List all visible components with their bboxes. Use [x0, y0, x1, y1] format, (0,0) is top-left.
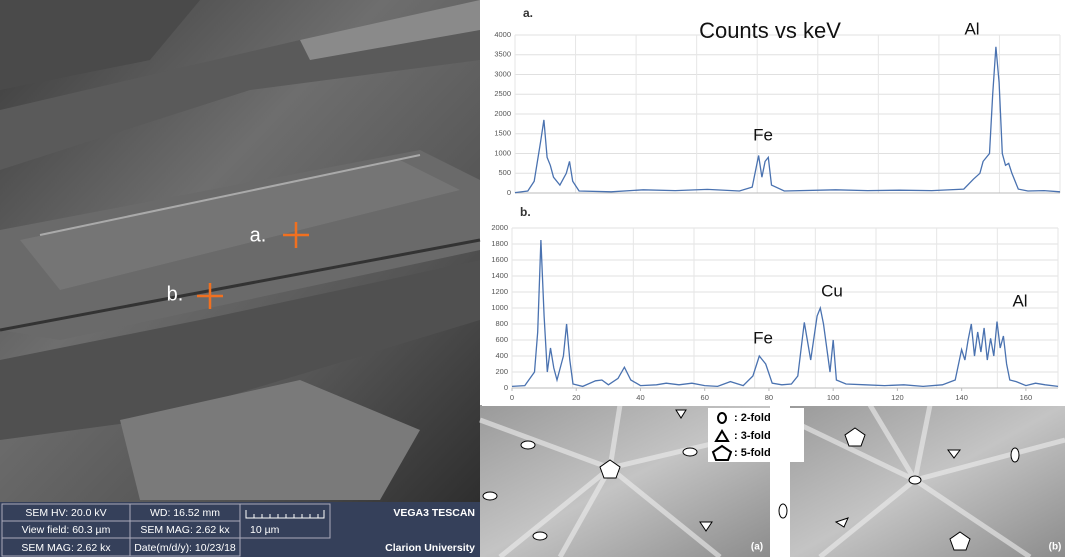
y-tick-label: 1400 [491, 271, 508, 280]
x-tick-label: 0 [510, 393, 514, 402]
sem-info: SEM HV: 20.0 kV [25, 507, 106, 519]
peak-annotation: Fe [753, 125, 773, 144]
y-tick-label: 1800 [491, 239, 508, 248]
y-tick-label: 600 [495, 335, 508, 344]
y-tick-label: 1600 [491, 255, 508, 264]
legend-entry: : 3-fold [734, 430, 771, 442]
x-tick-label: 20 [572, 393, 580, 402]
legend-entry: : 5-fold [734, 447, 771, 459]
panel-label: (b) [1049, 542, 1062, 553]
y-tick-label: 500 [498, 168, 511, 177]
y-tick-label: 2000 [491, 223, 508, 232]
x-tick-label: 80 [765, 393, 773, 402]
sem-info: Clarion University [385, 542, 475, 554]
y-tick-label: 0 [504, 383, 508, 392]
sem-info: View field: 60.3 µm [22, 524, 111, 536]
x-tick-label: 40 [636, 393, 644, 402]
y-tick-label: 3500 [494, 50, 511, 59]
y-tick-label: 2000 [494, 109, 511, 118]
y-tick-label: 800 [495, 319, 508, 328]
x-tick-label: 100 [827, 393, 840, 402]
sem-info: VEGA3 TESCAN [393, 507, 475, 519]
sem-info: Date(m/d/y): 10/23/18 [134, 542, 236, 554]
chart-background [482, 203, 1065, 406]
chart-title: Counts vs keV [699, 18, 841, 43]
y-tick-label: 4000 [494, 30, 511, 39]
peak-annotation: Cu [821, 281, 843, 300]
sem-info: SEM MAG: 2.62 kx [21, 542, 111, 554]
peak-annotation: Al [1012, 291, 1027, 310]
sem-marker-label: b. [167, 283, 184, 305]
y-tick-label: 2500 [494, 89, 511, 98]
panel-label: b. [520, 205, 531, 219]
y-tick-label: 1000 [494, 148, 511, 157]
peak-annotation: Fe [753, 328, 773, 347]
x-tick-label: 160 [1020, 393, 1033, 402]
x-tick-label: 140 [955, 393, 968, 402]
y-tick-label: 0 [507, 188, 511, 197]
panel-label: a. [523, 6, 533, 20]
y-tick-label: 3000 [494, 69, 511, 78]
sem-info: WD: 16.52 mm [150, 507, 220, 519]
x-tick-label: 120 [891, 393, 904, 402]
panel-label: (a) [751, 542, 763, 553]
sem-info: 10 µm [250, 524, 280, 536]
x-tick-label: 60 [701, 393, 709, 402]
legend-entry: : 2-fold [734, 412, 771, 424]
y-tick-label: 1500 [494, 129, 511, 138]
y-tick-label: 200 [495, 367, 508, 376]
y-tick-label: 1000 [491, 303, 508, 312]
sem-image [0, 0, 480, 502]
y-tick-label: 400 [495, 351, 508, 360]
y-tick-label: 1200 [491, 287, 508, 296]
sem-info: SEM MAG: 2.62 kx [140, 524, 230, 536]
sem-marker-label: a. [250, 224, 267, 246]
peak-annotation: Al [964, 19, 979, 38]
figure: a. b. SEM HV: 20.0 kV WD: 16.52 mm VEGA3 TES… [0, 0, 1065, 557]
kikuchi-patterns [480, 405, 1065, 557]
